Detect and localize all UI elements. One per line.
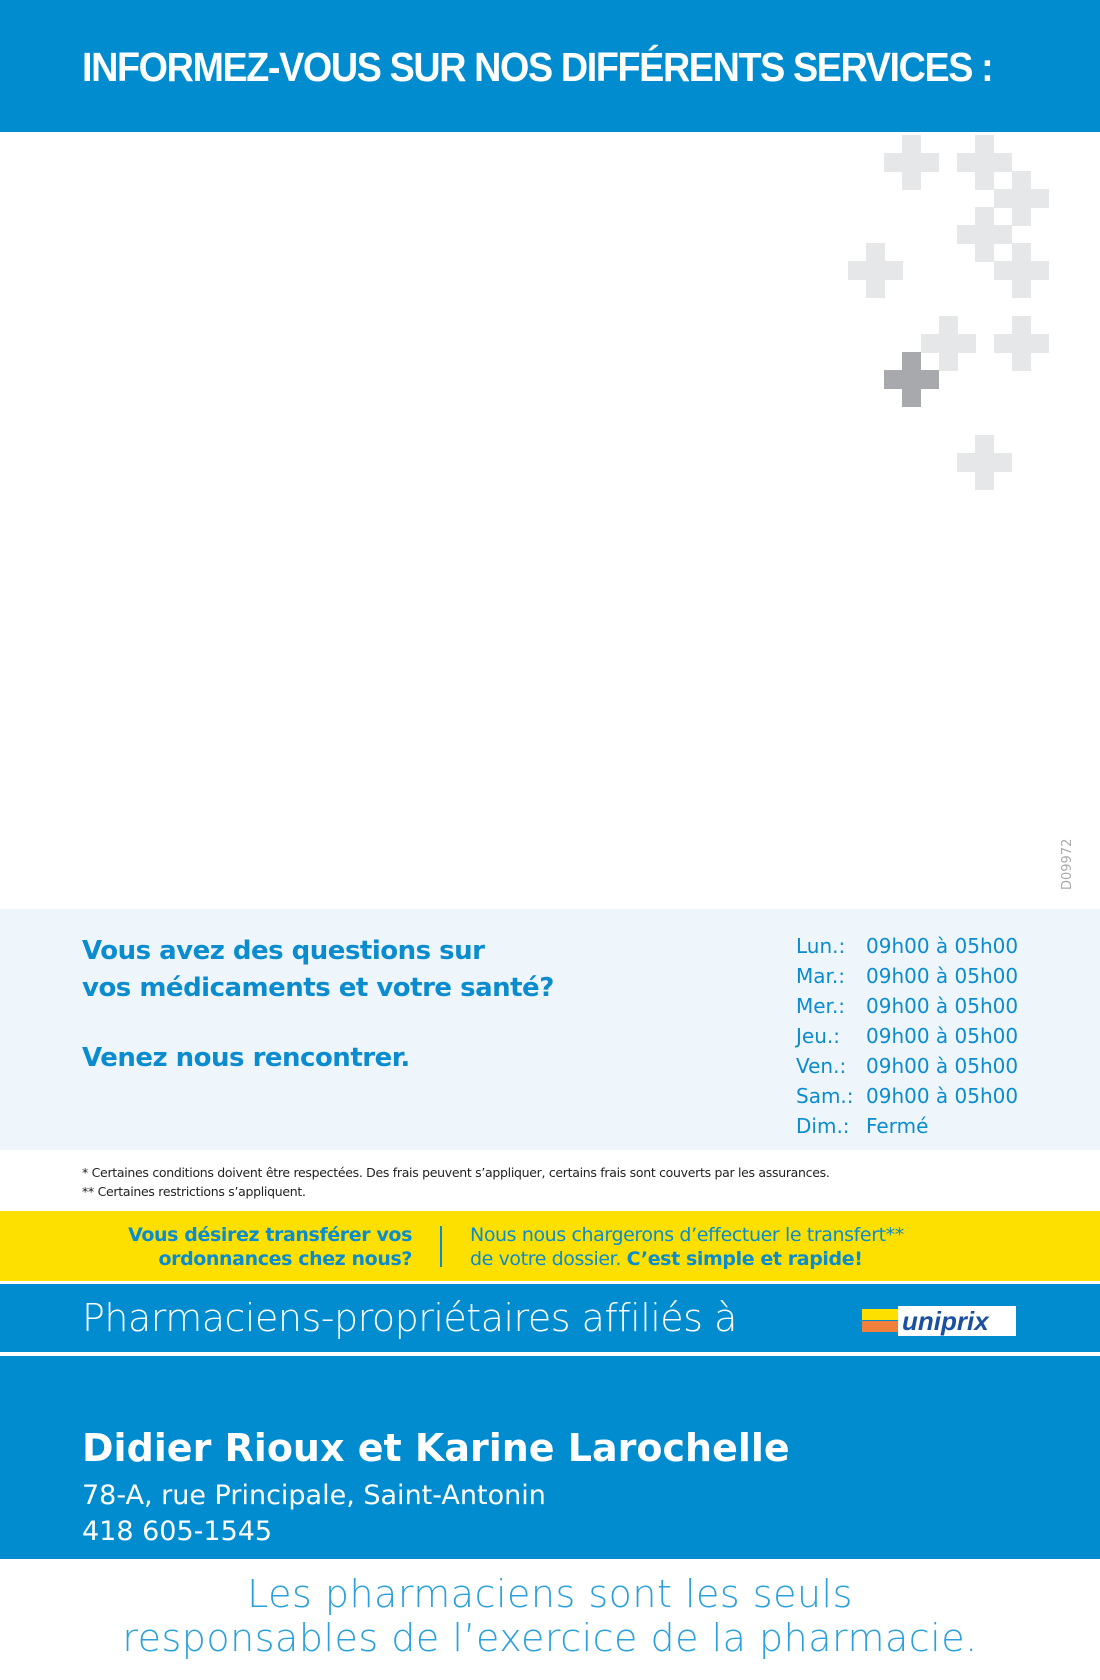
hours-row: Sam.: 09h00 à 05h00: [796, 1081, 1018, 1111]
hours-row: Jeu.: 09h00 à 05h00: [796, 1021, 1018, 1051]
affiliation-bar: Pharmaciens-propriétaires affiliés à uni…: [0, 1284, 1100, 1352]
hours-row: Mer.: 09h00 à 05h00: [796, 991, 1018, 1021]
hours-value: 09h00 à 05h00: [866, 934, 1019, 958]
transfer-answer: Nous nous chargerons d’effectuer le tran…: [470, 1223, 904, 1271]
day-label: Mar.:: [796, 964, 845, 988]
affiliation-text: Pharmaciens-propriétaires affiliés à: [82, 1296, 737, 1340]
day-label: Jeu.:: [796, 1024, 840, 1048]
document-code: D09972: [1060, 838, 1075, 890]
phone-number[interactable]: 418 605-1545: [82, 1516, 273, 1547]
transfer-question-line: ordonnances chez nous?: [158, 1248, 412, 1270]
hours-row: Ven.: 09h00 à 05h00: [796, 1051, 1018, 1081]
opening-hours: Lun.: 09h00 à 05h00 Mar.: 09h00 à 05h00 Mer.…: [796, 931, 1018, 1141]
question-line: vos médicaments et votre santé?: [82, 973, 554, 1003]
transfer-question-line: Vous désirez transférer vos: [128, 1224, 412, 1246]
page-title: INFORMEZ-VOUS SUR NOS DIFFÉRENTS SERVICE…: [82, 44, 994, 90]
day-label: Dim.:: [796, 1114, 850, 1138]
divider: [440, 1226, 442, 1267]
svg-text:uniprix: uniprix: [902, 1306, 990, 1336]
disclaimer-line: Les pharmaciens sont les seuls: [247, 1572, 853, 1616]
cross-icon: [957, 135, 1012, 190]
transfer-banner: Vous désirez transférer vos ordonnances …: [0, 1211, 1100, 1281]
invite-text: Venez nous rencontrer.: [82, 1043, 410, 1073]
footnote: * Certaines conditions doivent être resp…: [82, 1165, 830, 1180]
hours-row: Lun.: 09h00 à 05h00: [796, 931, 1018, 961]
day-label: Mer.:: [796, 994, 846, 1018]
question-text: Vous avez des questions sur vos médicame…: [82, 933, 554, 1007]
hours-value: 09h00 à 05h00: [866, 1054, 1019, 1078]
uniprix-logo: uniprix: [862, 1306, 1016, 1336]
owners-block: Didier Rioux et Karine Larochelle 78-A, …: [0, 1356, 1100, 1559]
hours-row: Mar.: 09h00 à 05h00: [796, 961, 1018, 991]
question-line: Vous avez des questions sur: [82, 936, 485, 966]
cross-icon: [994, 243, 1049, 298]
hours-value: 09h00 à 05h00: [866, 1084, 1019, 1108]
cross-icon: [957, 435, 1012, 490]
cross-icon: [848, 243, 903, 298]
transfer-slogan: C’est simple et rapide!: [626, 1248, 863, 1270]
owner-names: Didier Rioux et Karine Larochelle: [82, 1426, 790, 1470]
transfer-answer-line: Nous nous chargerons d’effectuer le tran…: [470, 1224, 904, 1246]
footnotes: * Certaines conditions doivent être resp…: [82, 1163, 830, 1201]
hours-value: 09h00 à 05h00: [866, 1024, 1019, 1048]
day-label: Ven.:: [796, 1054, 847, 1078]
cross-icon: [994, 171, 1049, 226]
hours-value: Fermé: [866, 1114, 929, 1138]
transfer-question: Vous désirez transférer vos ordonnances …: [128, 1223, 412, 1271]
cross-icon: [957, 207, 1012, 262]
day-label: Sam.:: [796, 1084, 854, 1108]
disclaimer-line: responsables de l’exercice de la pharmac…: [122, 1616, 978, 1660]
info-panel: Vous avez des questions sur vos médicame…: [0, 909, 1100, 1150]
hours-value: 09h00 à 05h00: [866, 994, 1019, 1018]
address: 78-A, rue Principale, Saint-Antonin: [82, 1480, 546, 1511]
cross-icon: [994, 316, 1049, 371]
footnote: ** Certaines restrictions s’appliquent.: [82, 1184, 306, 1199]
cross-icon: [921, 316, 976, 371]
contact-info: 78-A, rue Principale, Saint-Antonin 418 …: [82, 1478, 546, 1550]
cross-icon: [884, 352, 939, 407]
transfer-answer-line: de votre dossier.: [470, 1248, 627, 1270]
header-banner: INFORMEZ-VOUS SUR NOS DIFFÉRENTS SERVICE…: [0, 0, 1100, 132]
hours-row: Dim.: Fermé: [796, 1111, 1018, 1141]
disclaimer: Les pharmaciens sont les seuls responsab…: [0, 1572, 1100, 1660]
cross-icon: [884, 135, 939, 190]
hours-value: 09h00 à 05h00: [866, 964, 1019, 988]
day-label: Lun.:: [796, 934, 846, 958]
